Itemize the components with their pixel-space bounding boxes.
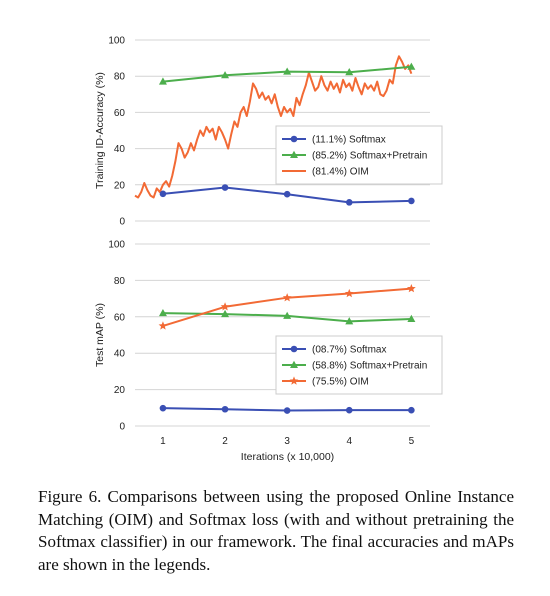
data-point [221,309,230,318]
legend-swatch-marker [290,345,298,353]
legend-label: (85.2%) Softmax+Pretrain [312,151,427,162]
data-point [407,62,416,70]
legend-label: (11.1%) Softmax [312,135,386,146]
y-tick-label: 20 [114,385,126,396]
data-point [408,197,415,205]
y-tick-label: 80 [114,276,126,287]
data-point [407,314,416,322]
legend-label: (81.4%) OIM [312,167,369,178]
figure-caption: Figure 6. Comparisons between using the … [38,487,514,574]
legend-label: (08.7%) Softmax [312,345,386,356]
data-point [345,317,354,325]
data-point [283,407,291,414]
data-point [283,67,292,75]
data-point [283,190,291,198]
legend-label: (58.8%) Softmax+Pretrain [312,361,427,372]
data-point [282,293,292,302]
series-2 [158,62,416,85]
data-point [221,405,229,413]
y-tick-label: 40 [114,144,126,155]
legend: (11.1%) Softmax (85.2%) Softmax+Pretrain (… [275,125,443,185]
series-1 [159,184,415,206]
legend: (08.7%) Softmax (58.8%) Softmax+Pretrain (… [275,335,443,395]
legend-swatch-marker [290,360,298,368]
y-tick-label: 0 [119,217,125,228]
data-point [158,308,167,317]
data-point [345,68,354,76]
data-point [283,311,292,319]
data-point [344,288,354,298]
data-point [221,184,229,191]
x-tick-label: 5 [409,436,415,447]
data-point [159,404,167,412]
data-point [158,321,168,330]
y-tick-label: 20 [114,180,126,191]
data-point [221,71,230,79]
y-tick-label: 60 [114,108,126,119]
chart-panel-2: 0 20 40 60 80 100 1 2 3 4 5 Test mAP (%) Iterations … [94,240,443,463]
y-tick-label: 40 [114,349,126,360]
data-point [158,77,167,85]
legend-label: (75.5%) OIM [312,377,369,388]
y-tick-label: 0 [119,422,125,433]
legend-swatch-marker [289,376,299,385]
series-3 [158,283,416,330]
series-3 [134,55,413,199]
data-point [408,406,415,414]
y-tick-label: 60 [114,312,126,323]
legend-swatch-marker [290,135,298,143]
y-axis-label: Test mAP (%) [94,303,106,367]
chart-panel-1: 0 20 40 60 80 100 Training ID-Accuracy (%) (11.… [94,36,443,228]
x-tick-label: 4 [346,436,352,447]
data-point [159,190,167,198]
series-1 [159,404,415,414]
x-axis-label: Iterations (x 10,000) [241,451,334,463]
x-tick-label: 3 [284,436,290,447]
legend-swatch-marker [290,150,298,158]
y-tick-label: 100 [108,240,125,251]
data-point [345,199,353,206]
y-tick-label: 80 [114,72,126,83]
y-tick-label: 100 [108,36,125,47]
data-point [345,406,353,414]
data-point [406,283,416,293]
x-tick-label: 2 [222,436,228,447]
y-axis-label: Training ID-Accuracy (%) [94,72,106,189]
x-tick-label: 1 [160,436,166,447]
data-point [220,302,230,311]
series-line [134,55,413,199]
